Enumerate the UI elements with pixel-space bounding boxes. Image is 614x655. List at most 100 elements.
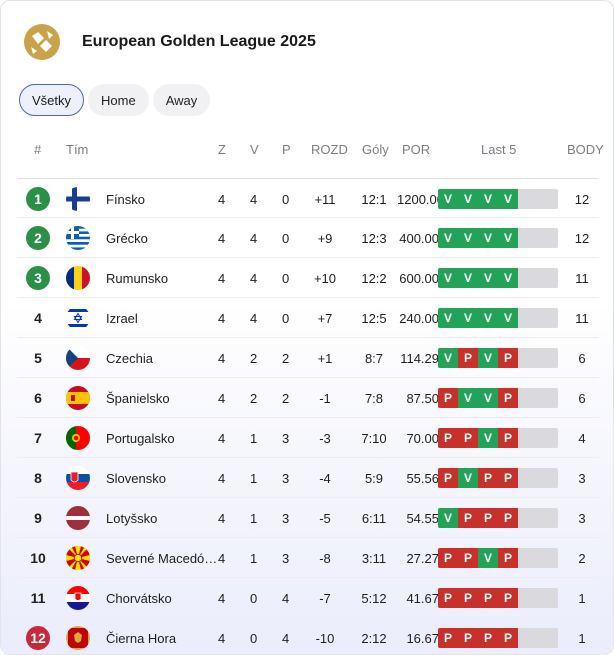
wins: 1: [250, 551, 258, 566]
col-ratio[interactable]: POR: [402, 142, 431, 157]
played: 4: [218, 192, 226, 207]
team-name[interactable]: Czechia: [106, 351, 153, 366]
form-result: P: [478, 468, 498, 488]
goals: 3:11: [361, 551, 387, 566]
played: 4: [218, 511, 226, 526]
rank-badge: 2: [26, 226, 50, 250]
team-name[interactable]: Severné Macedó…: [106, 551, 218, 566]
wins: 4: [250, 231, 258, 246]
table-row[interactable]: 12 Čierna Hora 4 0 4 -10 2:12 16.67 P P P P 1: [17, 618, 599, 654]
played: 4: [218, 231, 226, 246]
team-name[interactable]: Lotyšsko: [106, 511, 158, 526]
goals: 12:1: [361, 192, 387, 207]
wins: 1: [250, 431, 258, 446]
form-result: P: [438, 468, 458, 488]
form-result: P: [458, 348, 478, 368]
il-flag-icon: [66, 306, 90, 330]
form-result: P: [478, 508, 498, 528]
table-row[interactable]: 6 Španielsko 4 2 2 -1 7:8 87.50 P V V P 6: [17, 378, 599, 418]
team-name[interactable]: Španielsko: [106, 391, 170, 406]
ratio: 41.67: [406, 591, 439, 606]
col-points[interactable]: BODY: [567, 142, 604, 157]
ratio: 600.00: [399, 271, 439, 286]
form-result: P: [498, 588, 518, 608]
played: 4: [218, 631, 226, 646]
me-flag-icon: [66, 626, 90, 650]
col-diff[interactable]: ROZD: [311, 142, 348, 157]
played: 4: [218, 551, 226, 566]
col-rank[interactable]: #: [34, 142, 42, 157]
table-row[interactable]: 9 Lotyšsko 4 1 3 -5 6:11 54.55 V P P P 3: [17, 498, 599, 538]
form-result: P: [458, 508, 478, 528]
team-name[interactable]: Rumunsko: [106, 271, 169, 286]
goal-diff: -4: [319, 471, 331, 486]
table-row[interactable]: 10 Severné Macedó… 4 1 3 -8 3:11 27.27 P P V P 2: [17, 538, 599, 578]
form-result: V: [458, 228, 478, 248]
losses: 3: [282, 471, 290, 486]
table-row[interactable]: 3 Rumunsko 4 4 0 +10 12:2 600.00 V V V V 11: [17, 258, 599, 298]
team-name[interactable]: Čierna Hora: [106, 631, 177, 646]
wins: 1: [250, 511, 258, 526]
form-result: V: [438, 189, 458, 209]
goal-diff: -1: [319, 391, 331, 406]
played: 4: [218, 311, 226, 326]
goals: 7:8: [364, 391, 384, 406]
col-played[interactable]: Z: [218, 142, 226, 157]
form-result: P: [438, 628, 458, 648]
team-name[interactable]: Portugalsko: [106, 431, 175, 446]
form-result: V: [438, 228, 458, 248]
team-name[interactable]: Chorvátsko: [106, 591, 172, 606]
col-last5[interactable]: Last 5: [481, 142, 517, 157]
team-name[interactable]: Fínsko: [106, 192, 146, 207]
played: 4: [218, 271, 226, 286]
points: 2: [578, 551, 586, 566]
page-title: European Golden League 2025: [82, 33, 316, 50]
table-row[interactable]: 4 Izrael 4 4 0 +7 12:5 240.00 V V V V 11: [17, 298, 599, 338]
col-team[interactable]: Tím: [66, 142, 89, 157]
table-row[interactable]: 5 Czechia 4 2 2 +1 8:7 114.29 V P V P 6: [17, 338, 599, 378]
form-result: P: [458, 588, 478, 608]
points: 3: [578, 511, 586, 526]
form-result: V: [438, 268, 458, 288]
team-name[interactable]: Slovensko: [106, 471, 166, 486]
form-result: P: [498, 468, 518, 488]
form-result: V: [458, 268, 478, 288]
losses: 4: [282, 591, 290, 606]
wins: 0: [250, 631, 258, 646]
tab-all[interactable]: Všetky: [19, 84, 85, 116]
table-row[interactable]: 7 Portugalsko 4 1 3 -3 7:10 70.00 P P V P 4: [17, 418, 599, 458]
hr-flag-icon: [66, 586, 90, 610]
table-row[interactable]: 2 Grécko 4 4 0 +9 12:3 400.00 V V V V 12: [17, 218, 599, 258]
team-name[interactable]: Grécko: [106, 231, 148, 246]
form-result: V: [478, 548, 498, 568]
pt-flag-icon: [66, 426, 90, 450]
table-row[interactable]: 1 Fínsko 4 4 0 +11 12:1 1200.00 V V V V 12: [17, 178, 599, 218]
points: 6: [578, 351, 586, 366]
wins: 2: [250, 351, 258, 366]
points: 1: [578, 631, 586, 646]
col-wins[interactable]: V: [250, 142, 259, 157]
goals: 12:3: [361, 231, 387, 246]
losses: 4: [282, 631, 290, 646]
form-result: P: [458, 428, 478, 448]
goals: 12:2: [361, 271, 387, 286]
team-name[interactable]: Izrael: [106, 311, 138, 326]
form-result: V: [498, 268, 518, 288]
table-row[interactable]: 11 Chorvátsko 4 0 4 -7 5:12 41.67 P P P P 1: [17, 578, 599, 618]
losses: 0: [282, 231, 290, 246]
col-losses[interactable]: P: [282, 142, 291, 157]
tab-away[interactable]: Away: [152, 84, 211, 116]
tab-home[interactable]: Home: [88, 84, 149, 116]
form-result: V: [478, 189, 498, 209]
losses: 0: [282, 311, 290, 326]
table-row[interactable]: 8 Slovensko 4 1 3 -4 5:9 55.56 P V P P 3: [17, 458, 599, 498]
rank-badge: 6: [34, 390, 42, 406]
played: 4: [218, 591, 226, 606]
col-goals[interactable]: Góly: [362, 142, 389, 157]
